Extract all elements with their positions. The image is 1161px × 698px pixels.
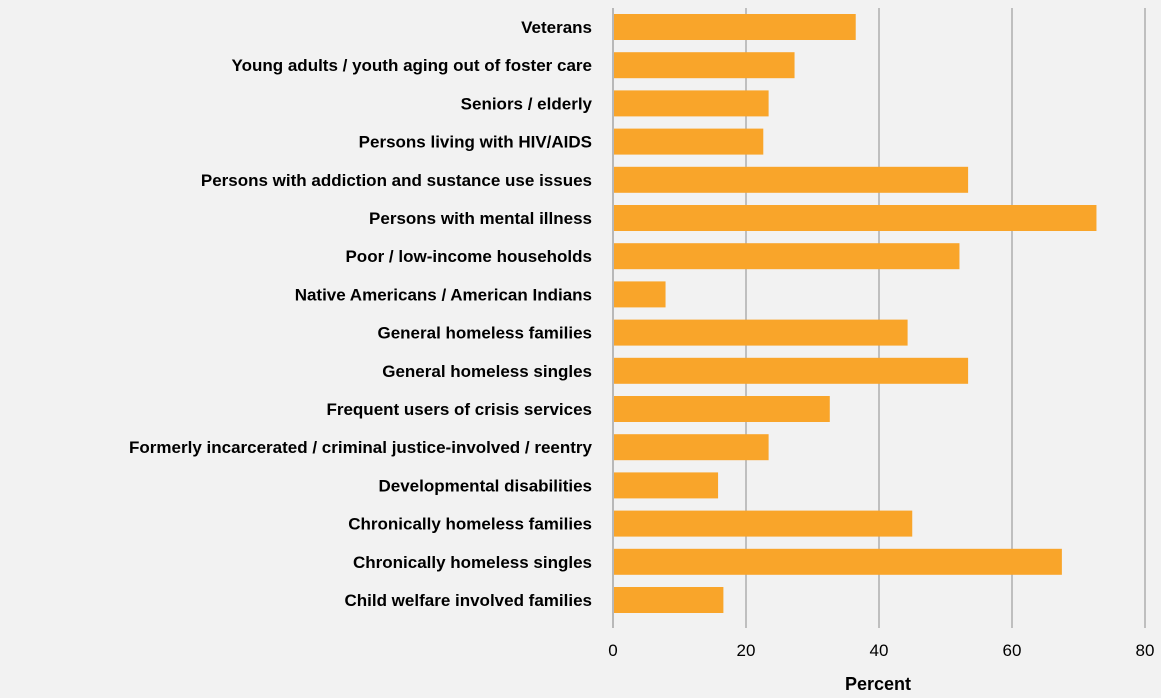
x-tick-label: 0 [608, 641, 617, 660]
category-label: Young adults / youth aging out of foster… [232, 56, 592, 75]
bar [614, 14, 856, 40]
category-label: Formerly incarcerated / criminal justice… [129, 438, 593, 457]
x-tick-label: 40 [870, 641, 889, 660]
bar [614, 52, 795, 79]
bar [614, 434, 769, 461]
category-label: General homeless families [378, 324, 593, 343]
bar [614, 510, 913, 537]
category-label: Poor / low-income households [345, 247, 592, 266]
bar [614, 357, 969, 384]
category-label: Persons with mental illness [369, 209, 592, 228]
category-label: Chronically homeless singles [353, 553, 592, 572]
bar [614, 90, 769, 117]
bar [614, 205, 1097, 231]
category-label: Developmental disabilities [378, 476, 592, 495]
category-label: General homeless singles [382, 362, 592, 381]
x-tick-label: 20 [737, 641, 756, 660]
bar [614, 319, 908, 346]
category-labels: Veterans Young adults / youth aging out o… [129, 18, 593, 610]
bar [614, 281, 666, 308]
x-axis-title: Percent [845, 674, 911, 694]
bar [614, 128, 764, 155]
category-label: Persons with addiction and sustance use … [201, 171, 592, 190]
x-tick-label: 60 [1003, 641, 1022, 660]
bars [614, 14, 1097, 613]
x-tick-labels: 0 20 40 60 80 [608, 641, 1154, 660]
category-label: Chronically homeless families [348, 515, 592, 534]
bar [614, 587, 724, 613]
category-label: Seniors / elderly [461, 94, 593, 113]
x-tick-label: 80 [1136, 641, 1155, 660]
bar [614, 472, 719, 499]
category-label: Persons living with HIV/AIDS [359, 133, 592, 152]
category-label: Veterans [521, 18, 592, 37]
bar [614, 243, 960, 270]
bar [614, 396, 830, 422]
category-label: Frequent users of crisis services [326, 400, 592, 419]
bar [614, 548, 1062, 575]
category-label: Child welfare involved families [344, 591, 592, 610]
bar [614, 166, 969, 193]
category-label: Native Americans / American Indians [295, 285, 592, 304]
